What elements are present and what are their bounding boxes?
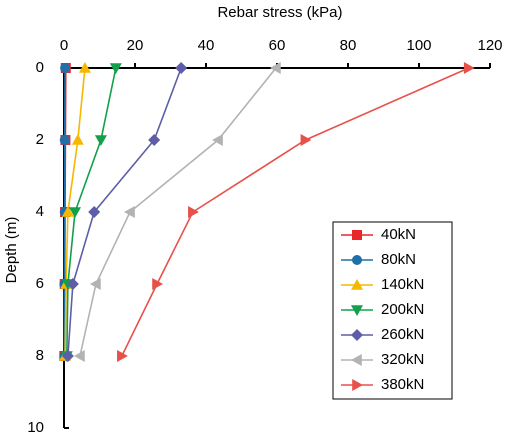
legend-marker bbox=[352, 255, 362, 265]
legend-marker bbox=[351, 279, 363, 290]
legend-marker bbox=[352, 379, 363, 391]
x-tick-label: 120 bbox=[477, 37, 502, 54]
marker bbox=[61, 350, 74, 362]
marker bbox=[94, 135, 107, 146]
x-tick-label: 80 bbox=[340, 37, 357, 54]
marker bbox=[152, 278, 164, 290]
y-tick-label: 0 bbox=[36, 59, 44, 76]
marker bbox=[148, 134, 161, 146]
marker bbox=[463, 62, 475, 74]
marker bbox=[212, 134, 223, 146]
legend-label: 200kN bbox=[381, 301, 424, 318]
y-tick-label: 2 bbox=[36, 131, 44, 148]
legend-label: 320kN bbox=[381, 351, 424, 368]
x-tick-label: 20 bbox=[127, 37, 144, 54]
legend-marker bbox=[351, 329, 363, 341]
legend-marker bbox=[351, 305, 363, 316]
series-line bbox=[79, 67, 277, 357]
legend-marker bbox=[351, 354, 362, 366]
marker bbox=[60, 63, 71, 73]
y-tick-label: 6 bbox=[36, 275, 44, 292]
legend-label: 260kN bbox=[381, 326, 424, 343]
marker bbox=[175, 62, 188, 74]
x-tick-label: 60 bbox=[269, 37, 286, 54]
legend-label: 80kN bbox=[381, 251, 416, 268]
x-tick-label: 100 bbox=[406, 37, 431, 54]
y-tick-label: 4 bbox=[36, 203, 44, 220]
marker bbox=[73, 350, 85, 362]
marker bbox=[124, 206, 135, 218]
legend-marker bbox=[352, 230, 362, 240]
marker bbox=[88, 206, 101, 218]
y-tick-label: 10 bbox=[27, 419, 44, 434]
legend-label: 40kN bbox=[381, 226, 416, 243]
marker bbox=[269, 62, 281, 74]
y-tick-label: 8 bbox=[36, 347, 44, 364]
legend-label: 140kN bbox=[381, 276, 424, 293]
marker bbox=[89, 278, 101, 290]
marker bbox=[61, 206, 74, 217]
marker bbox=[188, 206, 199, 218]
marker bbox=[69, 207, 82, 218]
marker bbox=[66, 278, 79, 290]
marker bbox=[300, 134, 312, 146]
x-tick-label: 40 bbox=[198, 37, 215, 54]
x-axis-title: Rebar stress (kPa) bbox=[217, 4, 342, 21]
y-axis-title: Depth (m) bbox=[3, 217, 20, 284]
marker bbox=[109, 63, 122, 74]
x-tick-label: 0 bbox=[60, 37, 68, 54]
legend-label: 380kN bbox=[381, 376, 424, 393]
marker bbox=[78, 62, 91, 73]
marker bbox=[59, 135, 70, 145]
marker bbox=[117, 350, 128, 362]
marker bbox=[71, 134, 84, 145]
